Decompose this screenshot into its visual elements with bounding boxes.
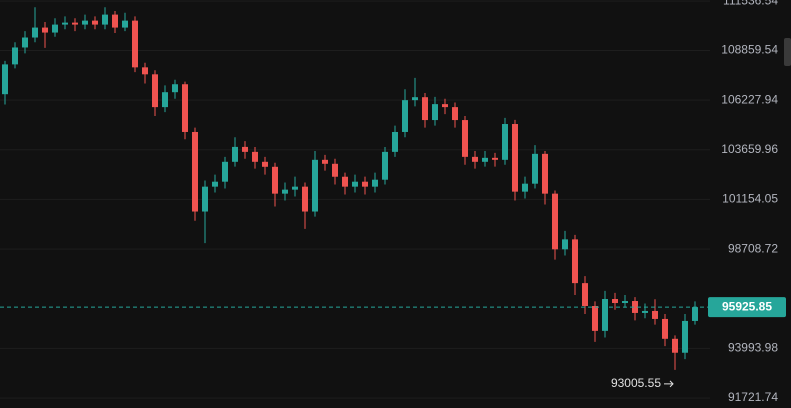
candle-body xyxy=(662,318,668,339)
candle-body xyxy=(372,179,378,187)
y-tick-label: 101154.05 xyxy=(722,192,778,206)
candle-body xyxy=(272,166,278,194)
y-tick-label: 93993.98 xyxy=(728,341,778,355)
candle-body xyxy=(452,107,458,121)
low-annotation: 93005.55 xyxy=(611,376,661,390)
candle-body xyxy=(342,176,348,187)
y-tick-label: 103659.96 xyxy=(721,142,778,156)
candle-body xyxy=(382,151,388,180)
candle-body xyxy=(682,320,688,353)
candle-body xyxy=(532,153,538,184)
candle-body xyxy=(512,124,518,192)
candle-body xyxy=(42,27,48,33)
candle-body xyxy=(212,181,218,187)
candle-body xyxy=(672,338,678,353)
candle-body xyxy=(582,283,588,307)
candle-body xyxy=(482,157,488,162)
candle-body xyxy=(622,301,628,304)
candle-body xyxy=(2,64,8,95)
candle-body xyxy=(692,307,698,321)
candle-body xyxy=(502,124,508,160)
candle-body xyxy=(152,74,158,108)
candle-body xyxy=(472,156,478,162)
candle-body xyxy=(492,157,498,160)
candle-body xyxy=(82,20,88,25)
candle-body xyxy=(422,97,428,121)
candle-body xyxy=(162,92,168,108)
candle-body xyxy=(32,27,38,38)
candle-body xyxy=(562,239,568,250)
candle-body xyxy=(12,47,18,65)
candle-body xyxy=(222,161,228,182)
scale-handle[interactable] xyxy=(784,38,791,66)
candle-body xyxy=(572,239,578,284)
candle-body xyxy=(592,306,598,331)
candle-body xyxy=(122,20,128,28)
candle-body xyxy=(462,120,468,157)
candle-body xyxy=(232,146,238,162)
candle-body xyxy=(332,163,338,177)
y-tick-label: 111536.54 xyxy=(723,0,778,7)
candle-body xyxy=(202,186,208,212)
candle-body xyxy=(172,84,178,93)
y-tick-label: 106227.94 xyxy=(721,92,778,106)
candle-body xyxy=(112,14,118,28)
candle-body xyxy=(642,310,648,313)
candle-body xyxy=(22,37,28,48)
candle-body xyxy=(292,186,298,190)
candle-body xyxy=(652,310,658,319)
candle-body xyxy=(282,189,288,194)
candle-body xyxy=(72,22,78,25)
low-arrow xyxy=(664,380,674,388)
y-tick-label: 98708.72 xyxy=(728,241,778,255)
candle-body xyxy=(392,131,398,152)
candle-body xyxy=(552,193,558,250)
candle-body xyxy=(142,67,148,75)
candle-body xyxy=(442,104,448,108)
candle-body xyxy=(242,146,248,152)
candle-body xyxy=(362,181,368,187)
candle-body xyxy=(252,151,258,162)
candle-body xyxy=(522,183,528,192)
candle-body xyxy=(132,20,138,68)
candle-body xyxy=(322,159,328,164)
candle-body xyxy=(402,100,408,132)
candle-body xyxy=(92,20,98,25)
y-tick-label: 91721.74 xyxy=(728,390,778,404)
candle-body xyxy=(102,14,108,25)
candle-body xyxy=(432,104,438,121)
candle-body xyxy=(312,159,318,212)
candle-body xyxy=(542,153,548,194)
candle-body xyxy=(262,161,268,167)
candle-body xyxy=(632,301,638,313)
candle-body xyxy=(602,299,608,331)
last-price-box xyxy=(708,297,786,318)
candle-body xyxy=(352,181,358,187)
candle-body xyxy=(62,22,68,25)
last-price-label: 95925.85 xyxy=(722,299,772,313)
candle-body xyxy=(302,186,308,212)
candle-body xyxy=(192,131,198,212)
candle-body xyxy=(612,299,618,304)
candle-body xyxy=(52,24,58,33)
candle-body xyxy=(182,84,188,132)
candle-body xyxy=(412,97,418,101)
y-tick-label: 108859.54 xyxy=(721,43,778,57)
